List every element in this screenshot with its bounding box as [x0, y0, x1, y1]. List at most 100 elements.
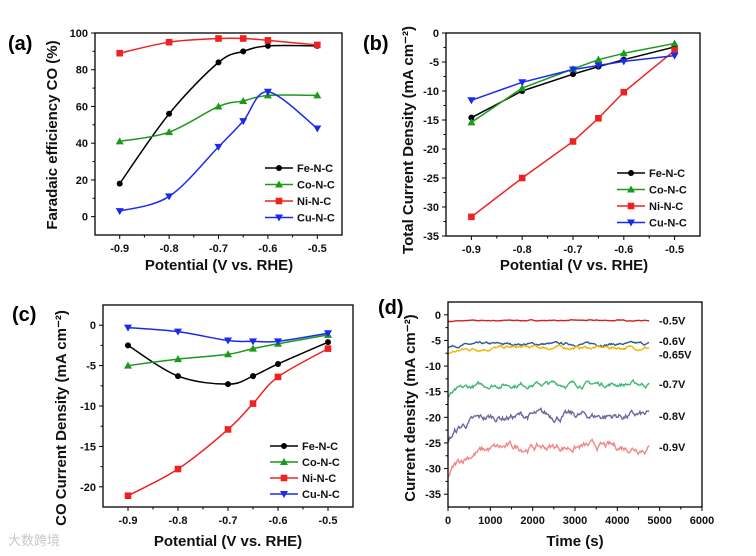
data-point — [250, 373, 256, 380]
y-tick-label: -20 — [423, 144, 439, 156]
data-point — [249, 400, 257, 407]
legend-label: Ni-N-C — [649, 201, 683, 213]
data-point — [274, 338, 282, 346]
data-point — [569, 138, 577, 145]
x-axis-label: Time (s) — [546, 533, 603, 550]
data-point — [518, 79, 527, 87]
y-axis-label: Faradaic efficiency CO (%) — [44, 40, 61, 229]
x-tick-label: -0.9 — [462, 244, 481, 256]
data-point — [124, 361, 132, 369]
legend-label: Co-N-C — [649, 185, 687, 197]
x-tick-label: 2000 — [520, 515, 544, 527]
data-point — [124, 492, 132, 499]
data-point — [467, 97, 476, 105]
data-point — [224, 426, 232, 433]
series-Co-N-C — [115, 91, 322, 145]
data-point — [619, 58, 628, 66]
x-axis-label: Potential (V vs. RHE) — [154, 533, 302, 550]
data-point — [670, 39, 679, 47]
data-point — [275, 180, 283, 188]
data-point — [619, 49, 628, 57]
series-line — [119, 44, 318, 185]
data-point — [275, 214, 283, 222]
data-point — [249, 344, 257, 352]
legend-item: Fe-N-C — [617, 168, 685, 180]
data-point — [239, 118, 248, 126]
data-point — [166, 110, 173, 117]
data-point — [276, 165, 282, 171]
data-point — [249, 338, 257, 346]
data-point — [324, 345, 332, 352]
series-line--0.6V — [448, 340, 650, 349]
chart-panel-d: (d) -0.5V -0.6V -0.65V -0.7V -0.8V -0.9V 0 1000 2… — [378, 297, 714, 550]
data-point — [281, 443, 287, 449]
x-axis-label: Potential (V vs. RHE) — [145, 257, 293, 274]
data-point — [215, 35, 222, 42]
legend-label: Cu-N-C — [649, 218, 687, 230]
data-point — [313, 91, 322, 99]
y-tick-label: -20 — [425, 412, 441, 424]
data-point — [239, 96, 248, 104]
data-point — [468, 114, 475, 121]
series-Cu-N-C — [115, 88, 322, 216]
x-tick-label: -0.6 — [258, 243, 277, 255]
chart-panel-c: (c) Fe-N-C Co-N-C Ni-N-C Cu-N-C -0.9 -0.8 -0.7 -… — [12, 304, 354, 550]
data-point — [174, 355, 182, 363]
x-tick-label: 5000 — [647, 515, 671, 527]
series-Ni-N-C — [124, 345, 332, 499]
series-line--0.65V — [448, 344, 650, 355]
data-point — [627, 185, 635, 193]
legend-label: Cu-N-C — [302, 489, 340, 501]
data-point — [280, 474, 288, 482]
series-line — [119, 91, 318, 212]
y-tick-label: 100 — [70, 28, 88, 40]
x-tick-label: 6000 — [690, 515, 714, 527]
data-point — [280, 491, 288, 498]
data-point — [569, 66, 577, 74]
data-point — [165, 38, 173, 46]
panel-label: (a) — [8, 33, 32, 55]
data-point — [124, 324, 132, 332]
data-point — [240, 48, 247, 55]
data-point — [275, 197, 283, 205]
x-tick-label: -0.5 — [665, 244, 684, 256]
chart-panel-a: (a) Fe-N-C Co-N-C Ni-N-C Cu-N-C -0.9 -0.8 -0.7 -… — [8, 28, 343, 274]
x-tick-label: -0.5 — [319, 515, 338, 527]
data-point — [115, 137, 124, 145]
y-tick-label: 0 — [82, 212, 88, 224]
plot-area — [127, 326, 329, 497]
data-point — [627, 219, 635, 227]
x-tick-label: 3000 — [563, 515, 587, 527]
data-point — [264, 42, 271, 49]
legend-item: Co-N-C — [617, 185, 687, 197]
x-tick-label: -0.9 — [110, 243, 129, 255]
legend-label: Co-N-C — [302, 457, 340, 469]
y-tick-label: 40 — [76, 138, 88, 150]
legend-label: Fe-N-C — [297, 163, 333, 175]
x-tick-label: -0.5 — [308, 243, 327, 255]
y-tick-label: -10 — [425, 361, 441, 373]
data-point — [280, 458, 288, 465]
x-tick-label: -0.7 — [219, 515, 238, 527]
series-line — [127, 326, 329, 343]
legend-item: Cu-N-C — [617, 218, 687, 230]
data-point — [628, 170, 634, 176]
y-tick-label: -30 — [423, 202, 439, 214]
data-point — [224, 337, 232, 345]
y-axis-label: Total Current Density (mA cm⁻²) — [400, 26, 417, 254]
y-tick-label: -15 — [425, 387, 441, 399]
y-axis-label: Current density (mA cm⁻²) — [402, 314, 419, 501]
y-tick-label: 0 — [90, 320, 96, 332]
series-line — [471, 46, 675, 119]
plot-area — [448, 318, 650, 479]
legend-item: Cu-N-C — [265, 213, 335, 225]
data-point — [570, 71, 576, 78]
series-Fe-N-C — [468, 43, 678, 121]
x-tick-label: -0.7 — [564, 244, 583, 256]
data-point — [594, 62, 603, 70]
legend-label: Ni-N-C — [297, 196, 331, 208]
series-label: -0.5V — [659, 315, 686, 327]
x-tick-label: -0.6 — [269, 515, 288, 527]
data-point — [165, 128, 174, 136]
data-point — [313, 125, 322, 133]
